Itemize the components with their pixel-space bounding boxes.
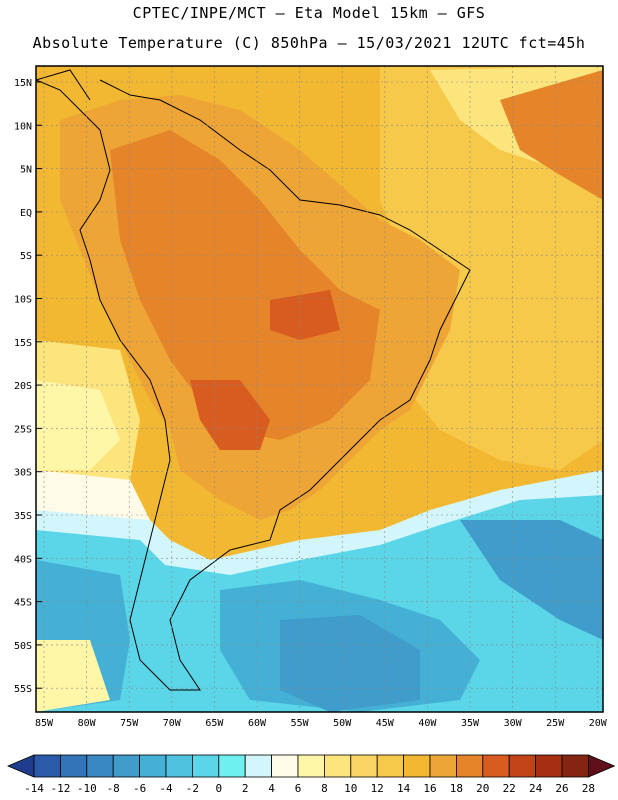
colorbar-segment [298, 755, 324, 777]
lat-label: 45S [14, 598, 32, 609]
colorbar-segment [140, 755, 166, 777]
lon-label: 30W [504, 718, 523, 729]
lon-label: 35W [461, 718, 480, 729]
lon-label: 75W [120, 718, 139, 729]
lon-label: 60W [248, 718, 267, 729]
lon-label: 40W [418, 718, 437, 729]
lat-label: 25S [14, 424, 32, 435]
lon-label: 45W [376, 718, 395, 729]
lon-label: 55W [291, 718, 310, 729]
lon-label: 80W [78, 718, 97, 729]
colorbar-label: -14 [24, 782, 44, 795]
lat-label: 5N [20, 165, 32, 176]
colorbar-label: -8 [107, 782, 120, 795]
colorbar-segment [245, 755, 271, 777]
lat-label: 40S [14, 554, 32, 565]
colorbar-label: 6 [295, 782, 302, 795]
colorbar-segment [536, 755, 562, 777]
lon-label: 25W [546, 718, 565, 729]
colorbar-label: 16 [423, 782, 436, 795]
colorbar-label: 28 [582, 782, 595, 795]
colorbar-segment [60, 755, 86, 777]
lat-label: 15N [14, 78, 32, 89]
colorbar-segment [192, 755, 218, 777]
colorbar-segment [34, 755, 60, 777]
colorbar-label: -6 [133, 782, 146, 795]
lon-label: 65W [205, 718, 224, 729]
lon-label: 50W [333, 718, 352, 729]
colorbar-segment [351, 755, 377, 777]
lat-label: 20S [14, 381, 32, 392]
colorbar-segment [219, 755, 245, 777]
colorbar-segment [272, 755, 298, 777]
colorbar-label: 8 [321, 782, 328, 795]
colorbar-label: 12 [371, 782, 384, 795]
colorbar-label: -12 [50, 782, 70, 795]
colorbar-label: 24 [529, 782, 543, 795]
colorbar-label: 26 [555, 782, 568, 795]
lon-label: 70W [163, 718, 182, 729]
colorbar-segment [87, 755, 113, 777]
colorbar-segment [324, 755, 350, 777]
colorbar-label: -10 [77, 782, 97, 795]
colorbar: -14 -12 -10 -8 -6 -4 -2 0 2 4 6 8 10 12 14 16 18 20 22 24 26… [8, 755, 614, 795]
lat-label: 35S [14, 511, 32, 522]
colorbar-segment [8, 755, 34, 777]
lat-label: 15S [14, 338, 32, 349]
lat-label: EQ [20, 208, 32, 219]
colorbar-label: 14 [397, 782, 411, 795]
weather-map: 15N 10N 5N EQ 5S 10S 15S 20S 25S 30S 35S 40S 45S 50S 5… [0, 0, 618, 800]
colorbar-segment [588, 755, 614, 777]
temperature-field [36, 66, 603, 712]
lat-label: 50S [14, 641, 32, 652]
colorbar-segment [562, 755, 588, 777]
colorbar-segment [377, 755, 403, 777]
colorbar-label: 0 [215, 782, 222, 795]
lat-label: 55S [14, 684, 32, 695]
lon-label: 85W [35, 718, 54, 729]
lat-label: 10N [14, 121, 32, 132]
longitude-labels: 85W 80W 75W 70W 65W 60W 55W 50W 45W 40W 35W 30W 25W 2… [35, 718, 608, 729]
colorbar-segment [483, 755, 509, 777]
colorbar-segment [404, 755, 430, 777]
colorbar-segment [430, 755, 456, 777]
colorbar-label: 4 [268, 782, 275, 795]
colorbar-label: 20 [476, 782, 489, 795]
lat-label: 30S [14, 468, 32, 479]
colorbar-segment [509, 755, 535, 777]
colorbar-label: 2 [242, 782, 249, 795]
colorbar-segment [456, 755, 482, 777]
colorbar-segment [166, 755, 192, 777]
colorbar-label: -2 [186, 782, 199, 795]
colorbar-label: 22 [503, 782, 516, 795]
lat-label: 10S [14, 295, 32, 306]
colorbar-segment [113, 755, 139, 777]
lat-label: 5S [20, 251, 32, 262]
colorbar-label: -4 [159, 782, 173, 795]
colorbar-label: 18 [450, 782, 463, 795]
lon-label: 20W [589, 718, 608, 729]
colorbar-label: 10 [344, 782, 357, 795]
